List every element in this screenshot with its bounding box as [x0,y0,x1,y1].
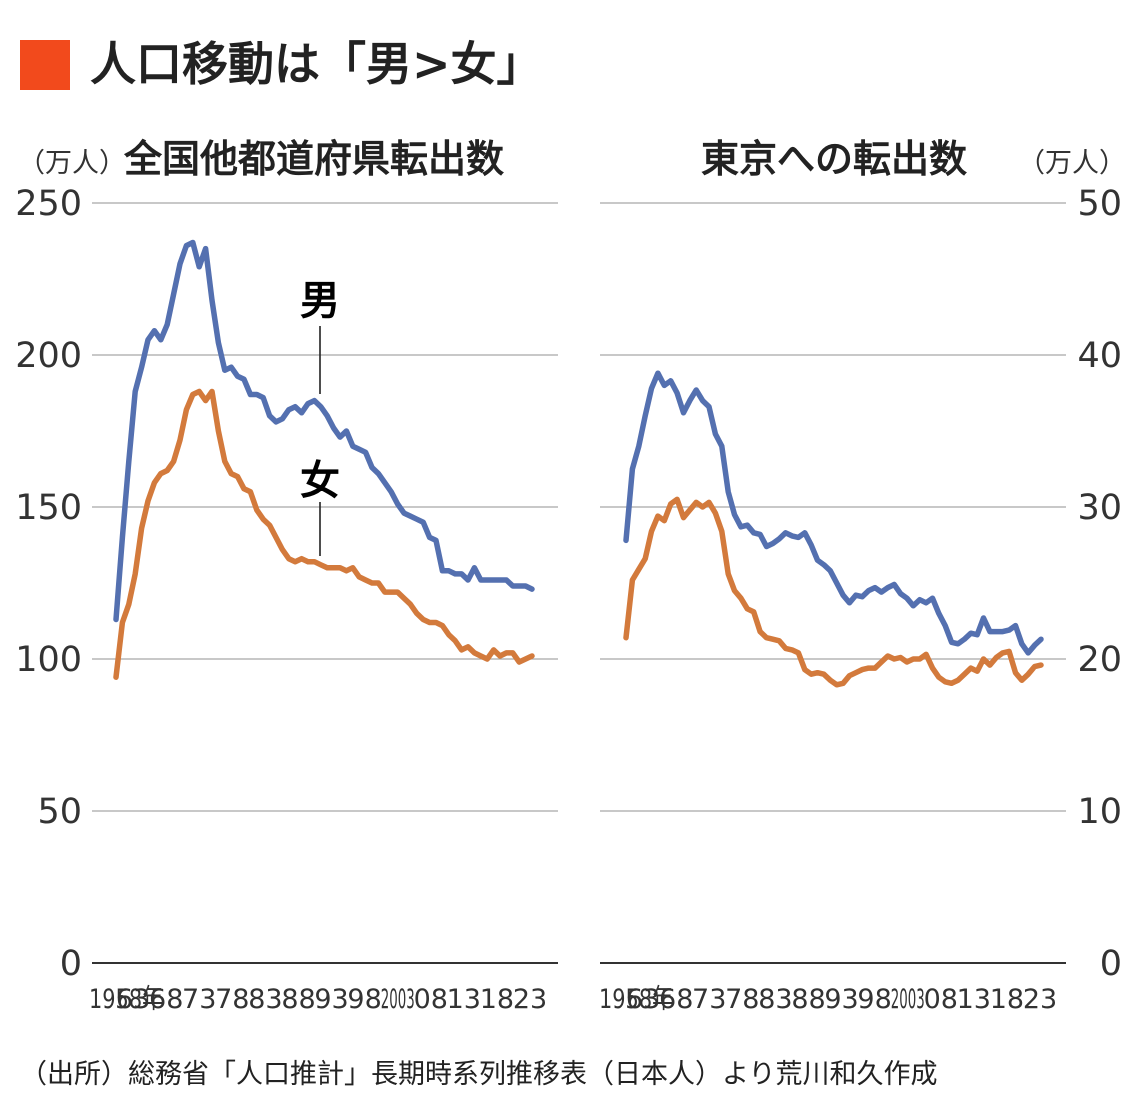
y-tick-label-left-1: 50 [37,792,82,832]
y-gridlines-left: 0 50 100 150 200 250 [15,184,558,984]
label-female: 女 [300,458,340,504]
x-tick-label-left-9: 2003 [381,984,415,1015]
y-tick-label-right-0: 0 [1100,944,1122,984]
y-axis-unit-right: （万人） [1018,148,1126,179]
y-tick-label-right-5: 50 [1077,184,1122,224]
y-axis-unit-left: （万人） [18,148,126,179]
x-tick-label-left-0: 1958年 [89,984,163,1015]
title-square-icon [20,40,70,90]
x-tick-label-left-3: 73 [182,984,216,1015]
x-tick-label-right-5: 83 [758,984,792,1015]
x-tick-label-left-4: 78 [215,984,249,1015]
y-tick-label-right-2: 20 [1077,640,1122,680]
x-tick-label-right-3: 73 [692,984,726,1015]
series-line-male-left [113,239,535,623]
x-tick-label-right-11: 13 [957,984,991,1015]
x-tick-label-right-1: 63 [626,984,660,1015]
series-line-female-left [113,388,535,680]
series-lines-right [623,370,1044,688]
x-tick-label-right-8: 98 [857,984,891,1015]
x-tick-label-right-13: 23 [1023,984,1057,1015]
y-tick-label-right-3: 30 [1077,488,1122,528]
x-tick-label-left-11: 13 [447,984,481,1015]
y-tick-label-left-3: 150 [15,488,82,528]
x-tick-label-left-6: 88 [281,984,315,1015]
y-tick-label-left-2: 100 [15,640,82,680]
series-line-male-right [623,370,1044,656]
x-tick-label-left-1: 63 [116,984,150,1015]
y-tick-label-left-4: 200 [15,336,82,376]
y-tick-label-left-0: 0 [60,944,82,984]
panel-title-national: 全国他都道府県転出数 [123,137,504,181]
y-tick-label-right-4: 40 [1077,336,1122,376]
panel-national: （万人） 全国他都道府県転出数 0 50 100 150 200 250 1958年636… [15,137,558,1015]
y-tick-label-right-1: 10 [1077,792,1122,832]
x-tick-label-left-13: 23 [513,984,547,1015]
x-tick-label-right-7: 93 [824,984,858,1015]
y-gridlines-right: 0 10 20 30 40 50 [600,184,1122,984]
x-tick-label-left-2: 68 [149,984,183,1015]
x-tick-label-right-10: 08 [924,984,958,1015]
panel-tokyo: 東京への転出数 （万人） 0 10 20 30 40 50 1958年6368737883… [599,137,1126,1015]
x-tick-label-right-2: 68 [659,984,693,1015]
x-tick-label-right-6: 88 [791,984,825,1015]
x-tick-label-left-5: 83 [248,984,282,1015]
label-male: 男 [300,278,340,324]
x-tick-label-left-10: 08 [414,984,448,1015]
x-tick-label-left-8: 98 [347,984,381,1015]
y-tick-label-left-5: 250 [15,184,82,224]
panel-title-tokyo: 東京への転出数 [701,137,967,181]
source-note: （出所）総務省「人口推計」長期時系列推移表（日本人）より荒川和久作成 [20,1059,938,1090]
x-tick-label-left-7: 93 [314,984,348,1015]
series-line-female-right [623,496,1044,688]
x-tick-label-right-12: 18 [990,984,1024,1015]
x-tick-label-left-12: 18 [480,984,514,1015]
page-title: 人口移動は「男>女」 [90,37,543,91]
series-lines-left [113,239,535,680]
x-tick-label-right-0: 1958年 [599,984,673,1015]
x-tick-label-right-9: 2003 [891,984,925,1015]
x-tick-label-right-4: 78 [725,984,759,1015]
